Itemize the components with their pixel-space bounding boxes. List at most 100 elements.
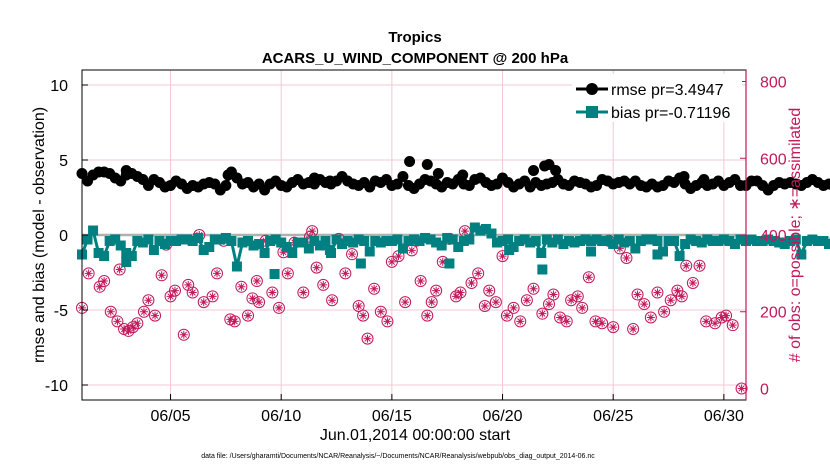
obs-count-point — [710, 318, 721, 329]
obs-assimilated-marker — [702, 317, 710, 325]
rmse-point — [422, 159, 433, 170]
rmse-point — [220, 180, 231, 191]
obs-assimilated-marker — [255, 298, 263, 306]
obs-count-point — [375, 306, 386, 317]
bias-point — [226, 236, 236, 246]
obs-assimilated-marker — [348, 250, 356, 258]
obs-assimilated-marker — [711, 319, 719, 327]
obs-count-point — [466, 277, 477, 288]
right-tick-label: 600 — [760, 151, 787, 168]
obs-count-point — [169, 285, 180, 296]
chart-title: Tropics — [388, 29, 441, 46]
obs-assimilated-marker — [319, 281, 327, 289]
obs-assimilated-marker — [538, 310, 546, 318]
x-tick-label: 06/15 — [372, 408, 412, 425]
obs-assimilated-marker — [200, 298, 208, 306]
obs-count-point — [632, 289, 643, 300]
obs-count-point — [327, 295, 338, 306]
y-tick-label: 10 — [50, 78, 68, 95]
obs-assimilated-marker — [253, 277, 261, 285]
obs-assimilated-marker — [598, 319, 606, 327]
obs-assimilated-marker — [503, 312, 511, 320]
obs-count-point — [521, 295, 532, 306]
x-tick-label: 06/30 — [704, 408, 744, 425]
bias-point — [193, 233, 203, 243]
obs-count-point — [362, 333, 373, 344]
obs-count-point — [340, 268, 351, 279]
obs-assimilated-marker — [231, 317, 239, 325]
bias-point — [464, 235, 474, 245]
obs-count-point — [212, 268, 223, 279]
obs-count-point — [628, 324, 639, 335]
obs-count-point — [583, 272, 594, 283]
x-tick-label: 06/05 — [151, 408, 191, 425]
obs-assimilated-marker — [468, 279, 476, 287]
bias-point — [531, 236, 541, 246]
obs-count-point — [422, 310, 433, 321]
obs-assimilated-marker — [492, 298, 500, 306]
y-tick-label: -10 — [45, 378, 68, 395]
rmse-point — [698, 174, 709, 185]
obs-assimilated-marker — [355, 302, 363, 310]
obs-count-point — [508, 302, 519, 313]
obs-assimilated-marker — [678, 292, 686, 300]
bias-point — [99, 251, 109, 261]
rmse-point — [121, 165, 132, 176]
bias-point — [260, 248, 270, 258]
bias-point — [287, 248, 297, 258]
legend-rmse-label: rmse pr=3.4947 — [611, 82, 724, 99]
bias-point — [824, 239, 830, 249]
obs-count-point — [243, 310, 254, 321]
obs-count-point — [473, 268, 484, 279]
obs-assimilated-marker — [682, 262, 690, 270]
rmse-point — [528, 165, 539, 176]
obs-count-point — [490, 297, 501, 308]
obs-count-point — [105, 306, 116, 317]
obs-count-point — [132, 318, 143, 329]
obs-count-point — [382, 316, 393, 327]
obs-count-point — [251, 276, 262, 287]
bias-point — [504, 245, 514, 255]
bias-point — [586, 247, 596, 257]
obs-assimilated-marker — [516, 317, 524, 325]
obs-assimilated-marker — [85, 269, 93, 277]
obs-count-point — [652, 287, 663, 298]
obs-assimilated-marker — [284, 269, 292, 277]
obs-count-point — [298, 287, 309, 298]
obs-count-point — [528, 283, 539, 294]
bias-point — [652, 236, 662, 246]
obs-count-point — [694, 260, 705, 271]
bias-point — [325, 245, 335, 255]
obs-assimilated-marker — [510, 304, 518, 312]
obs-assimilated-marker — [622, 254, 630, 262]
obs-assimilated-marker — [328, 296, 336, 304]
bias-point — [232, 262, 242, 272]
rmse-point — [309, 173, 320, 184]
obs-assimilated-marker — [341, 269, 349, 277]
obs-count-point — [639, 299, 650, 310]
obs-assimilated-marker — [634, 290, 642, 298]
legend: rmse pr=3.4947 bias pr=-0.71196 — [572, 74, 742, 122]
bias-point — [356, 259, 366, 269]
bias-point — [320, 236, 330, 246]
obs-count-point — [515, 316, 526, 327]
obs-count-point — [721, 310, 732, 321]
y-tick-label: 0 — [59, 228, 68, 245]
bias-point — [444, 259, 454, 269]
obs-count-point — [143, 295, 154, 306]
legend-bias-marker — [586, 106, 598, 118]
right-tick-label: 0 — [760, 381, 769, 398]
obs-count-point — [676, 291, 687, 302]
bias-point — [143, 235, 153, 245]
bias-point — [254, 239, 264, 249]
obs-assimilated-marker — [364, 335, 372, 343]
obs-assimilated-marker — [609, 323, 617, 331]
x-tick-label: 06/10 — [261, 408, 301, 425]
y-tick-label: 5 — [59, 153, 68, 170]
obs-assimilated-marker — [213, 269, 221, 277]
obs-count-point — [548, 289, 559, 300]
obs-assimilated-marker — [545, 300, 553, 308]
obs-count-point — [572, 291, 583, 302]
obs-assimilated-marker — [574, 292, 582, 300]
